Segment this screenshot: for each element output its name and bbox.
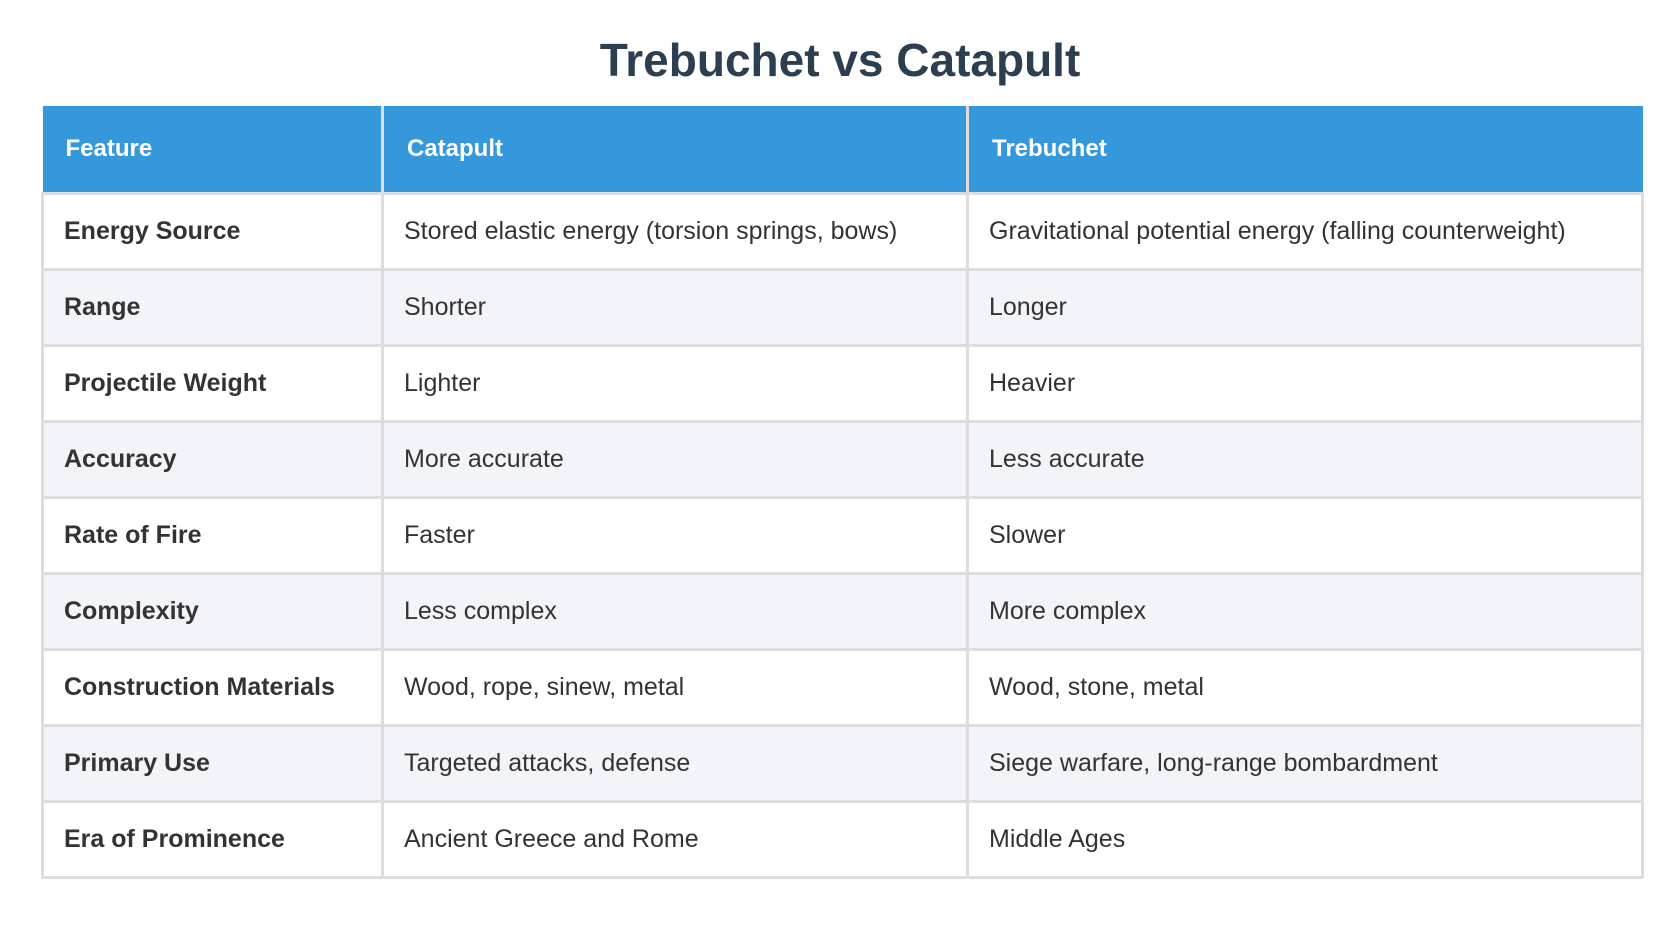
- feature-cell: Energy Source: [41, 192, 384, 271]
- trebuchet-cell: Less accurate: [966, 420, 1644, 499]
- catapult-cell: Lighter: [381, 344, 969, 423]
- header-catapult: Catapult: [381, 106, 969, 194]
- trebuchet-cell: Longer: [966, 268, 1644, 347]
- table-row: Construction Materials Wood, rope, sinew…: [41, 648, 1644, 727]
- catapult-cell: Less complex: [381, 572, 969, 651]
- feature-cell: Primary Use: [41, 724, 384, 803]
- trebuchet-cell: Heavier: [966, 344, 1644, 423]
- trebuchet-cell: Slower: [966, 496, 1644, 575]
- trebuchet-cell: More complex: [966, 572, 1644, 651]
- table-row: Range Shorter Longer: [41, 268, 1644, 347]
- trebuchet-cell: Wood, stone, metal: [966, 648, 1644, 727]
- page-title: Trebuchet vs Catapult: [599, 34, 1081, 86]
- header-feature: Feature: [42, 106, 384, 194]
- catapult-cell: Targeted attacks, defense: [381, 724, 969, 803]
- header-row: Feature Catapult Trebuchet: [42, 106, 1643, 194]
- comparison-table-container: Feature Catapult Trebuchet Energy Source…: [41, 106, 1644, 879]
- feature-cell: Projectile Weight: [41, 344, 384, 423]
- table-row: Era of Prominence Ancient Greece and Rom…: [41, 800, 1644, 879]
- table-row: Accuracy More accurate Less accurate: [41, 420, 1644, 499]
- catapult-cell: Ancient Greece and Rome: [381, 800, 969, 879]
- feature-cell: Era of Prominence: [41, 800, 384, 879]
- feature-cell: Complexity: [41, 572, 384, 651]
- catapult-cell: Shorter: [381, 268, 969, 347]
- feature-cell: Range: [41, 268, 384, 347]
- feature-cell: Rate of Fire: [41, 496, 384, 575]
- table-row: Energy Source Stored elastic energy (tor…: [41, 192, 1644, 271]
- table-header: Feature Catapult Trebuchet: [42, 106, 1643, 194]
- catapult-cell: Faster: [381, 496, 969, 575]
- trebuchet-cell: Middle Ages: [966, 800, 1644, 879]
- table-row: Primary Use Targeted attacks, defense Si…: [41, 724, 1644, 803]
- feature-cell: Construction Materials: [41, 648, 384, 727]
- comparison-table: Feature Catapult Trebuchet Energy Source…: [41, 106, 1644, 879]
- feature-cell: Accuracy: [41, 420, 384, 499]
- table-body: Energy Source Stored elastic energy (tor…: [41, 192, 1644, 879]
- header-trebuchet: Trebuchet: [966, 106, 1643, 194]
- catapult-cell: Wood, rope, sinew, metal: [381, 648, 969, 727]
- trebuchet-cell: Gravitational potential energy (falling …: [966, 192, 1644, 271]
- table-row: Rate of Fire Faster Slower: [41, 496, 1644, 575]
- catapult-cell: More accurate: [381, 420, 969, 499]
- trebuchet-cell: Siege warfare, long-range bombardment: [966, 724, 1644, 803]
- table-row: Complexity Less complex More complex: [41, 572, 1644, 651]
- table-row: Projectile Weight Lighter Heavier: [41, 344, 1644, 423]
- catapult-cell: Stored elastic energy (torsion springs, …: [381, 192, 969, 271]
